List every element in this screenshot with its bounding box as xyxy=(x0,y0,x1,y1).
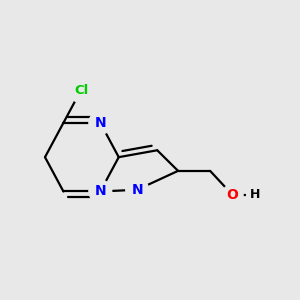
Circle shape xyxy=(89,111,112,134)
Circle shape xyxy=(247,187,263,203)
Circle shape xyxy=(222,184,243,206)
Text: N: N xyxy=(131,183,143,197)
Circle shape xyxy=(126,178,148,201)
Text: O: O xyxy=(226,188,238,202)
Text: H: H xyxy=(250,188,260,202)
Text: N: N xyxy=(94,184,106,199)
Circle shape xyxy=(68,77,94,103)
Circle shape xyxy=(89,180,112,203)
Text: Cl: Cl xyxy=(74,83,88,97)
Text: N: N xyxy=(94,116,106,130)
